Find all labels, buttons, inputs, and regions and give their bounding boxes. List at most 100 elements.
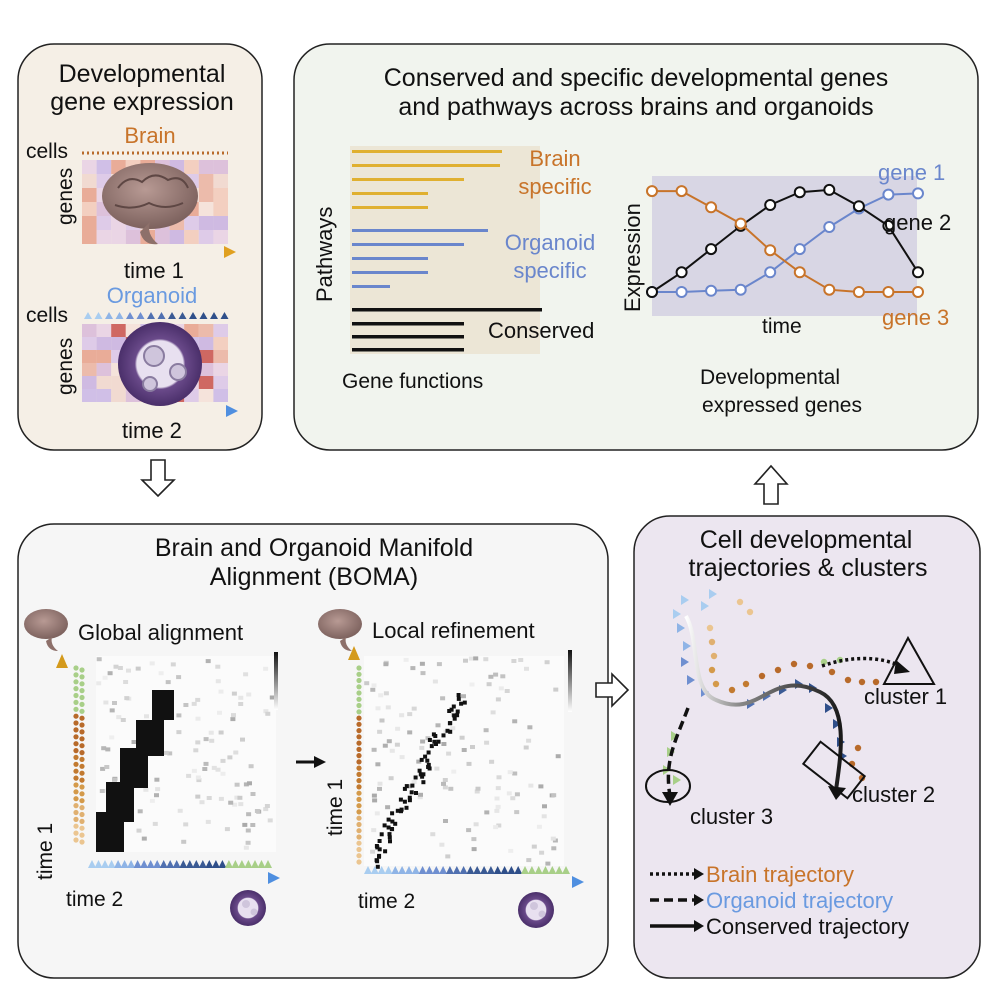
data-point-gene-1 <box>912 187 924 200</box>
matrix-noise-cell <box>463 658 468 663</box>
heatmap-cell <box>125 230 141 244</box>
matrix-noise-cell <box>245 828 251 833</box>
cell-dot <box>356 684 362 690</box>
matrix-noise-cell <box>238 695 244 700</box>
heatmap-cell <box>198 363 214 376</box>
matrix-noise-cell <box>232 802 238 807</box>
cell-dot <box>356 709 362 715</box>
cell-triangle <box>541 866 550 874</box>
cluster1-label: cluster 1 <box>864 684 947 709</box>
matrix-noise-cell <box>371 793 377 798</box>
cell-dot <box>356 853 362 859</box>
legend-organoid-arrowhead <box>694 894 704 906</box>
matrix-noise-cell <box>500 674 506 679</box>
legend-brain-label: Brain trajectory <box>706 862 854 887</box>
title-line-1: Developmental <box>59 60 226 88</box>
cell-dot <box>79 825 85 831</box>
matrix-noise-cell <box>104 765 110 769</box>
alignment-cell <box>410 783 415 788</box>
matrix-noise-cell <box>471 847 477 852</box>
alignment-cell <box>399 807 404 812</box>
matrix-noise-cell <box>383 662 389 667</box>
trajectory-cell-dot <box>854 744 862 752</box>
left-intensity-scale <box>274 652 278 710</box>
matrix-noise-cell <box>419 745 425 750</box>
alignment-cell <box>426 765 431 769</box>
cell-triangle <box>153 860 162 868</box>
matrix-noise-cell <box>215 679 221 684</box>
matrix-noise-cell <box>243 782 249 787</box>
cell-triangle <box>179 860 188 868</box>
organoid-label: Organoid <box>107 283 198 308</box>
matrix-noise-cell <box>551 793 557 798</box>
data-point-gene-2 <box>912 266 924 279</box>
trajectory-cell-triangle <box>683 641 691 651</box>
organoid-specific-label-2: specific <box>513 258 586 283</box>
matrix-noise-cell <box>430 832 436 837</box>
trajectory-cell-triangle <box>671 731 679 741</box>
cell-dot <box>356 702 362 709</box>
heatmap-cell <box>198 188 214 202</box>
matrix-noise-cell <box>518 658 524 662</box>
boma-title-line-1: Brain and Organoid Manifold <box>155 534 473 562</box>
organoid-icon-small <box>230 890 266 926</box>
alignment-cell <box>379 832 384 837</box>
matrix-noise-cell <box>385 805 391 810</box>
trajectory-cell-dot <box>728 686 736 694</box>
cell-dot <box>356 834 362 840</box>
trajectory-cell-dot <box>828 668 836 676</box>
matrix-noise-cell <box>514 792 520 797</box>
matrix-noise-cell <box>474 789 480 794</box>
alignment-cell <box>383 849 388 854</box>
alignment-cell <box>452 716 457 721</box>
alignment-cell <box>377 839 382 843</box>
matrix-noise-cell <box>208 730 214 735</box>
cell-dot <box>79 811 85 818</box>
cell-triangle <box>168 312 176 319</box>
trajectory-cell-dot <box>774 666 782 674</box>
trajectory-cell-dot <box>710 652 718 660</box>
cell-dot <box>79 736 85 742</box>
alignment-cell <box>407 798 412 803</box>
trajectory-cell-dot <box>806 662 814 670</box>
matrix-noise-cell <box>120 718 126 722</box>
matrix-noise-cell <box>240 737 245 742</box>
heatmap-cell <box>155 230 170 244</box>
cell-triangle <box>480 866 489 874</box>
heatmap-cell <box>82 230 97 244</box>
matrix-noise-cell <box>448 786 454 791</box>
cell-triangle <box>459 866 468 874</box>
cell-dot <box>79 770 85 776</box>
matrix-noise-cell <box>377 781 383 786</box>
cell-triangle <box>514 866 523 874</box>
heatmap-cell <box>198 160 214 174</box>
matrix-noise-cell <box>475 786 481 791</box>
matrix-noise-cell <box>181 839 187 844</box>
heatmap-cell <box>198 324 214 337</box>
alignment-cell <box>382 823 387 828</box>
trajectory-cell-triangle <box>709 589 717 599</box>
heatmap-cell <box>213 389 228 402</box>
matrix-noise-cell <box>527 725 533 730</box>
matrix-noise-cell <box>371 747 377 752</box>
cell-dot <box>79 763 85 769</box>
data-point-gene-1 <box>705 284 718 297</box>
cell-dot <box>356 677 362 684</box>
matrix-noise-cell <box>386 739 392 744</box>
matrix-noise-cell <box>265 711 271 716</box>
cell-dot <box>79 681 85 687</box>
organoid-trajectory-curve <box>666 707 690 797</box>
matrix-noise-cell <box>494 796 500 801</box>
cell-dot <box>73 748 79 754</box>
heatmap-cell <box>198 174 214 188</box>
cell-dot <box>356 815 362 821</box>
matrix-noise-cell <box>370 849 376 854</box>
cell-dot <box>356 690 362 696</box>
heatmap-cell <box>198 337 214 350</box>
cell-triangle <box>224 860 233 868</box>
right-time1-label: time 1 <box>324 779 347 836</box>
alignment-cell <box>429 744 434 749</box>
cell-triangle <box>192 860 201 868</box>
cell-triangle <box>88 860 96 868</box>
matrix-noise-cell <box>228 800 234 805</box>
